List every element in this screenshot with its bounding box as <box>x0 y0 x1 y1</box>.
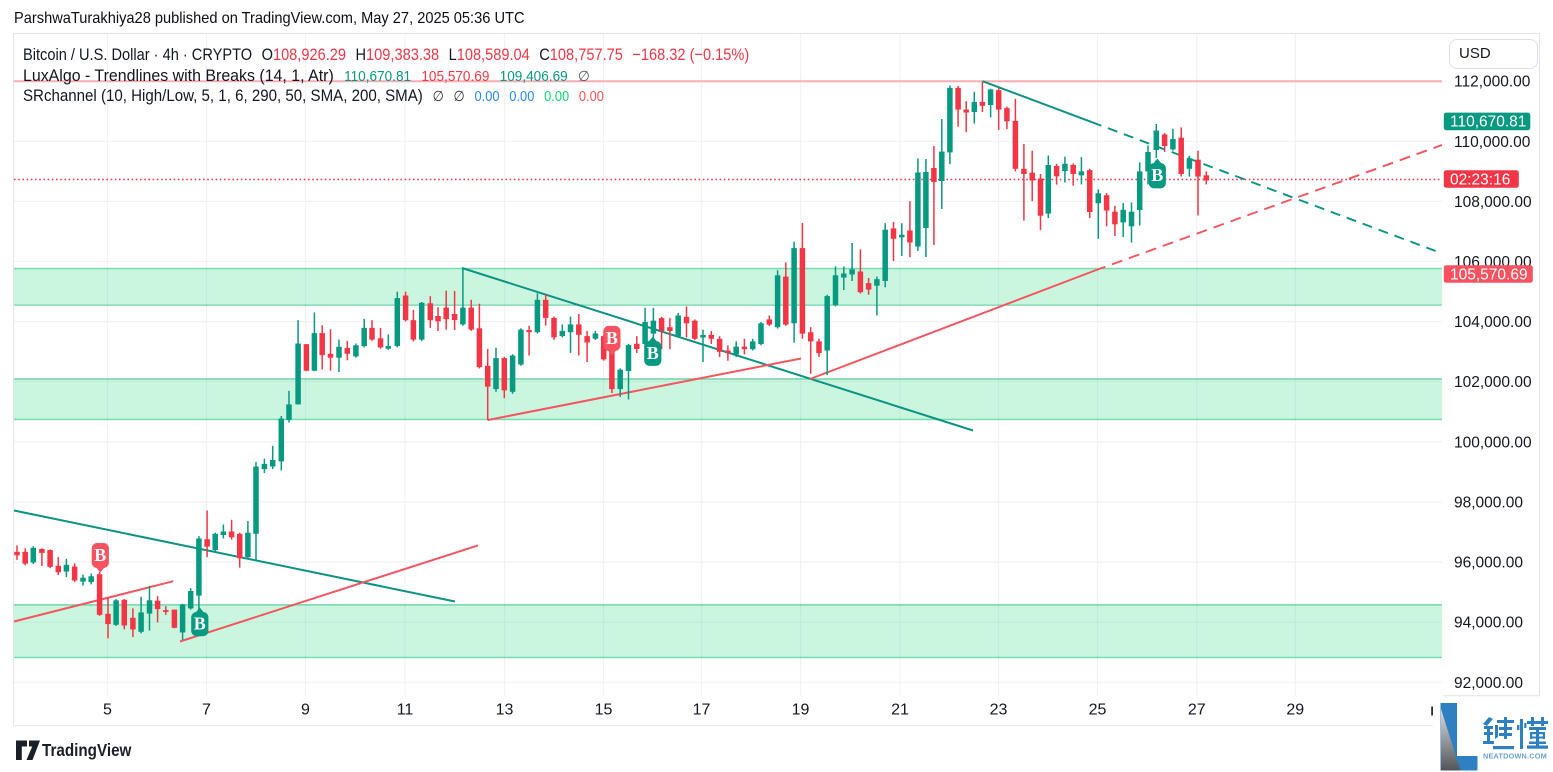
svg-text:B: B <box>1151 165 1163 185</box>
svg-text:29: 29 <box>1286 702 1304 719</box>
svg-text:98,000.00: 98,000.00 <box>1454 495 1523 512</box>
svg-text:105,570.69: 105,570.69 <box>1450 266 1528 283</box>
svg-text:5: 5 <box>103 702 112 719</box>
svg-text:94,000.00: 94,000.00 <box>1454 615 1523 632</box>
svg-text:108,000.00: 108,000.00 <box>1454 194 1532 211</box>
svg-text:25: 25 <box>1089 702 1107 719</box>
svg-text:9: 9 <box>301 702 310 719</box>
svg-text:102,000.00: 102,000.00 <box>1454 374 1532 391</box>
svg-text:110,670.81: 110,670.81 <box>1450 114 1526 131</box>
svg-text:B: B <box>94 545 106 565</box>
svg-text:110,000.00: 110,000.00 <box>1454 134 1531 151</box>
svg-text:B: B <box>647 343 659 363</box>
svg-text:92,000.00: 92,000.00 <box>1454 675 1523 692</box>
svg-text:11: 11 <box>397 702 414 719</box>
svg-text:104,000.00: 104,000.00 <box>1454 314 1532 331</box>
svg-text:7: 7 <box>202 702 211 719</box>
svg-text:19: 19 <box>792 702 810 719</box>
svg-text:02:23:16: 02:23:16 <box>1450 171 1510 188</box>
svg-text:15: 15 <box>595 702 613 719</box>
svg-text:100,000.00: 100,000.00 <box>1454 434 1532 451</box>
svg-text:B: B <box>606 328 618 348</box>
svg-text:112,000.00: 112,000.00 <box>1454 74 1531 91</box>
svg-text:13: 13 <box>496 702 514 719</box>
svg-text:B: B <box>194 614 206 634</box>
svg-text:17: 17 <box>693 702 711 719</box>
svg-text:21: 21 <box>891 702 909 719</box>
svg-text:27: 27 <box>1188 702 1206 719</box>
svg-text:96,000.00: 96,000.00 <box>1454 555 1523 572</box>
svg-text:NEATDOWN.COM: NEATDOWN.COM <box>1483 752 1547 761</box>
svg-text:23: 23 <box>990 702 1008 719</box>
